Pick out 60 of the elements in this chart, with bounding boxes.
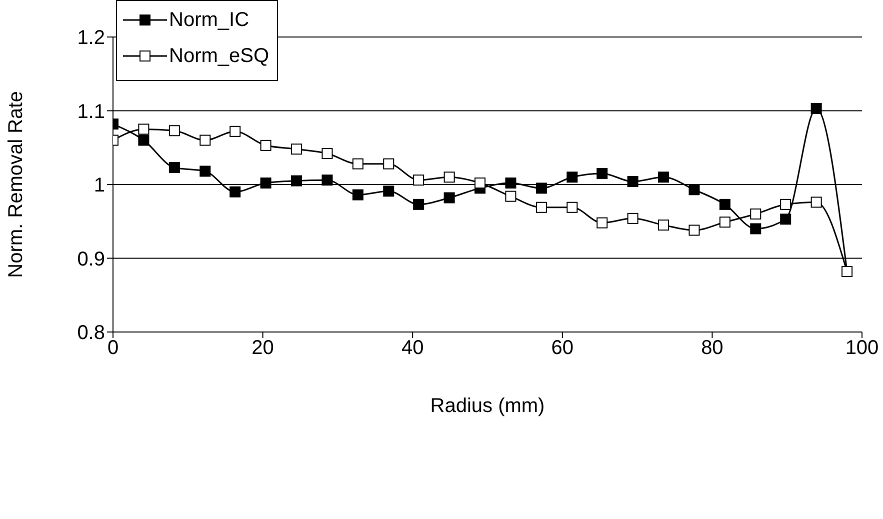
point [260,178,272,189]
legend-label: Norm_eSQ [169,44,270,68]
x-tick-label: 100 [845,337,879,360]
point [596,217,608,228]
point [383,158,394,170]
point [627,176,638,188]
point [291,175,302,186]
x-tick-label: 80 [701,337,724,360]
point [138,134,150,146]
point [810,103,822,114]
legend-label: Norm_IC [169,8,250,32]
point [780,214,792,225]
y-tick-label: 1 [94,174,105,197]
x-tick-label: 60 [551,337,574,360]
point [536,202,547,213]
point [596,168,608,179]
point [810,196,822,208]
point [780,198,792,210]
point [474,178,486,189]
x-tick-label: 0 [107,337,119,360]
point [688,224,700,236]
point [505,178,516,189]
y-tick-label: 1.2 [77,27,105,50]
point [566,202,578,213]
point [750,208,762,220]
point [138,124,150,135]
point [352,189,364,200]
point [627,212,638,224]
point [413,174,424,186]
point [719,198,730,210]
x-tick-label: 40 [401,337,424,360]
point [352,158,364,170]
y-axis-title: Norm. Removal Rate [5,91,28,278]
y-tick-label: 1.1 [77,100,105,123]
point [230,126,241,137]
point [444,172,455,183]
point [719,216,730,228]
point [383,186,394,197]
point [566,172,578,183]
point [168,125,180,136]
point [322,174,333,186]
point [322,148,333,160]
point [413,198,424,210]
point [260,140,272,151]
x-axis-title: Radius (mm) [430,395,545,417]
point [230,186,241,198]
point [291,144,302,155]
point [536,182,547,194]
point [750,223,762,234]
y-tick-label: 0.8 [77,322,105,344]
point [200,134,211,146]
point [688,184,700,196]
point [658,220,670,231]
point [658,172,670,183]
point [505,190,516,202]
point [200,166,211,177]
x-tick-label: 20 [252,337,274,360]
point [168,162,180,174]
y-tick-label: 0.9 [77,248,105,270]
point [444,192,455,204]
